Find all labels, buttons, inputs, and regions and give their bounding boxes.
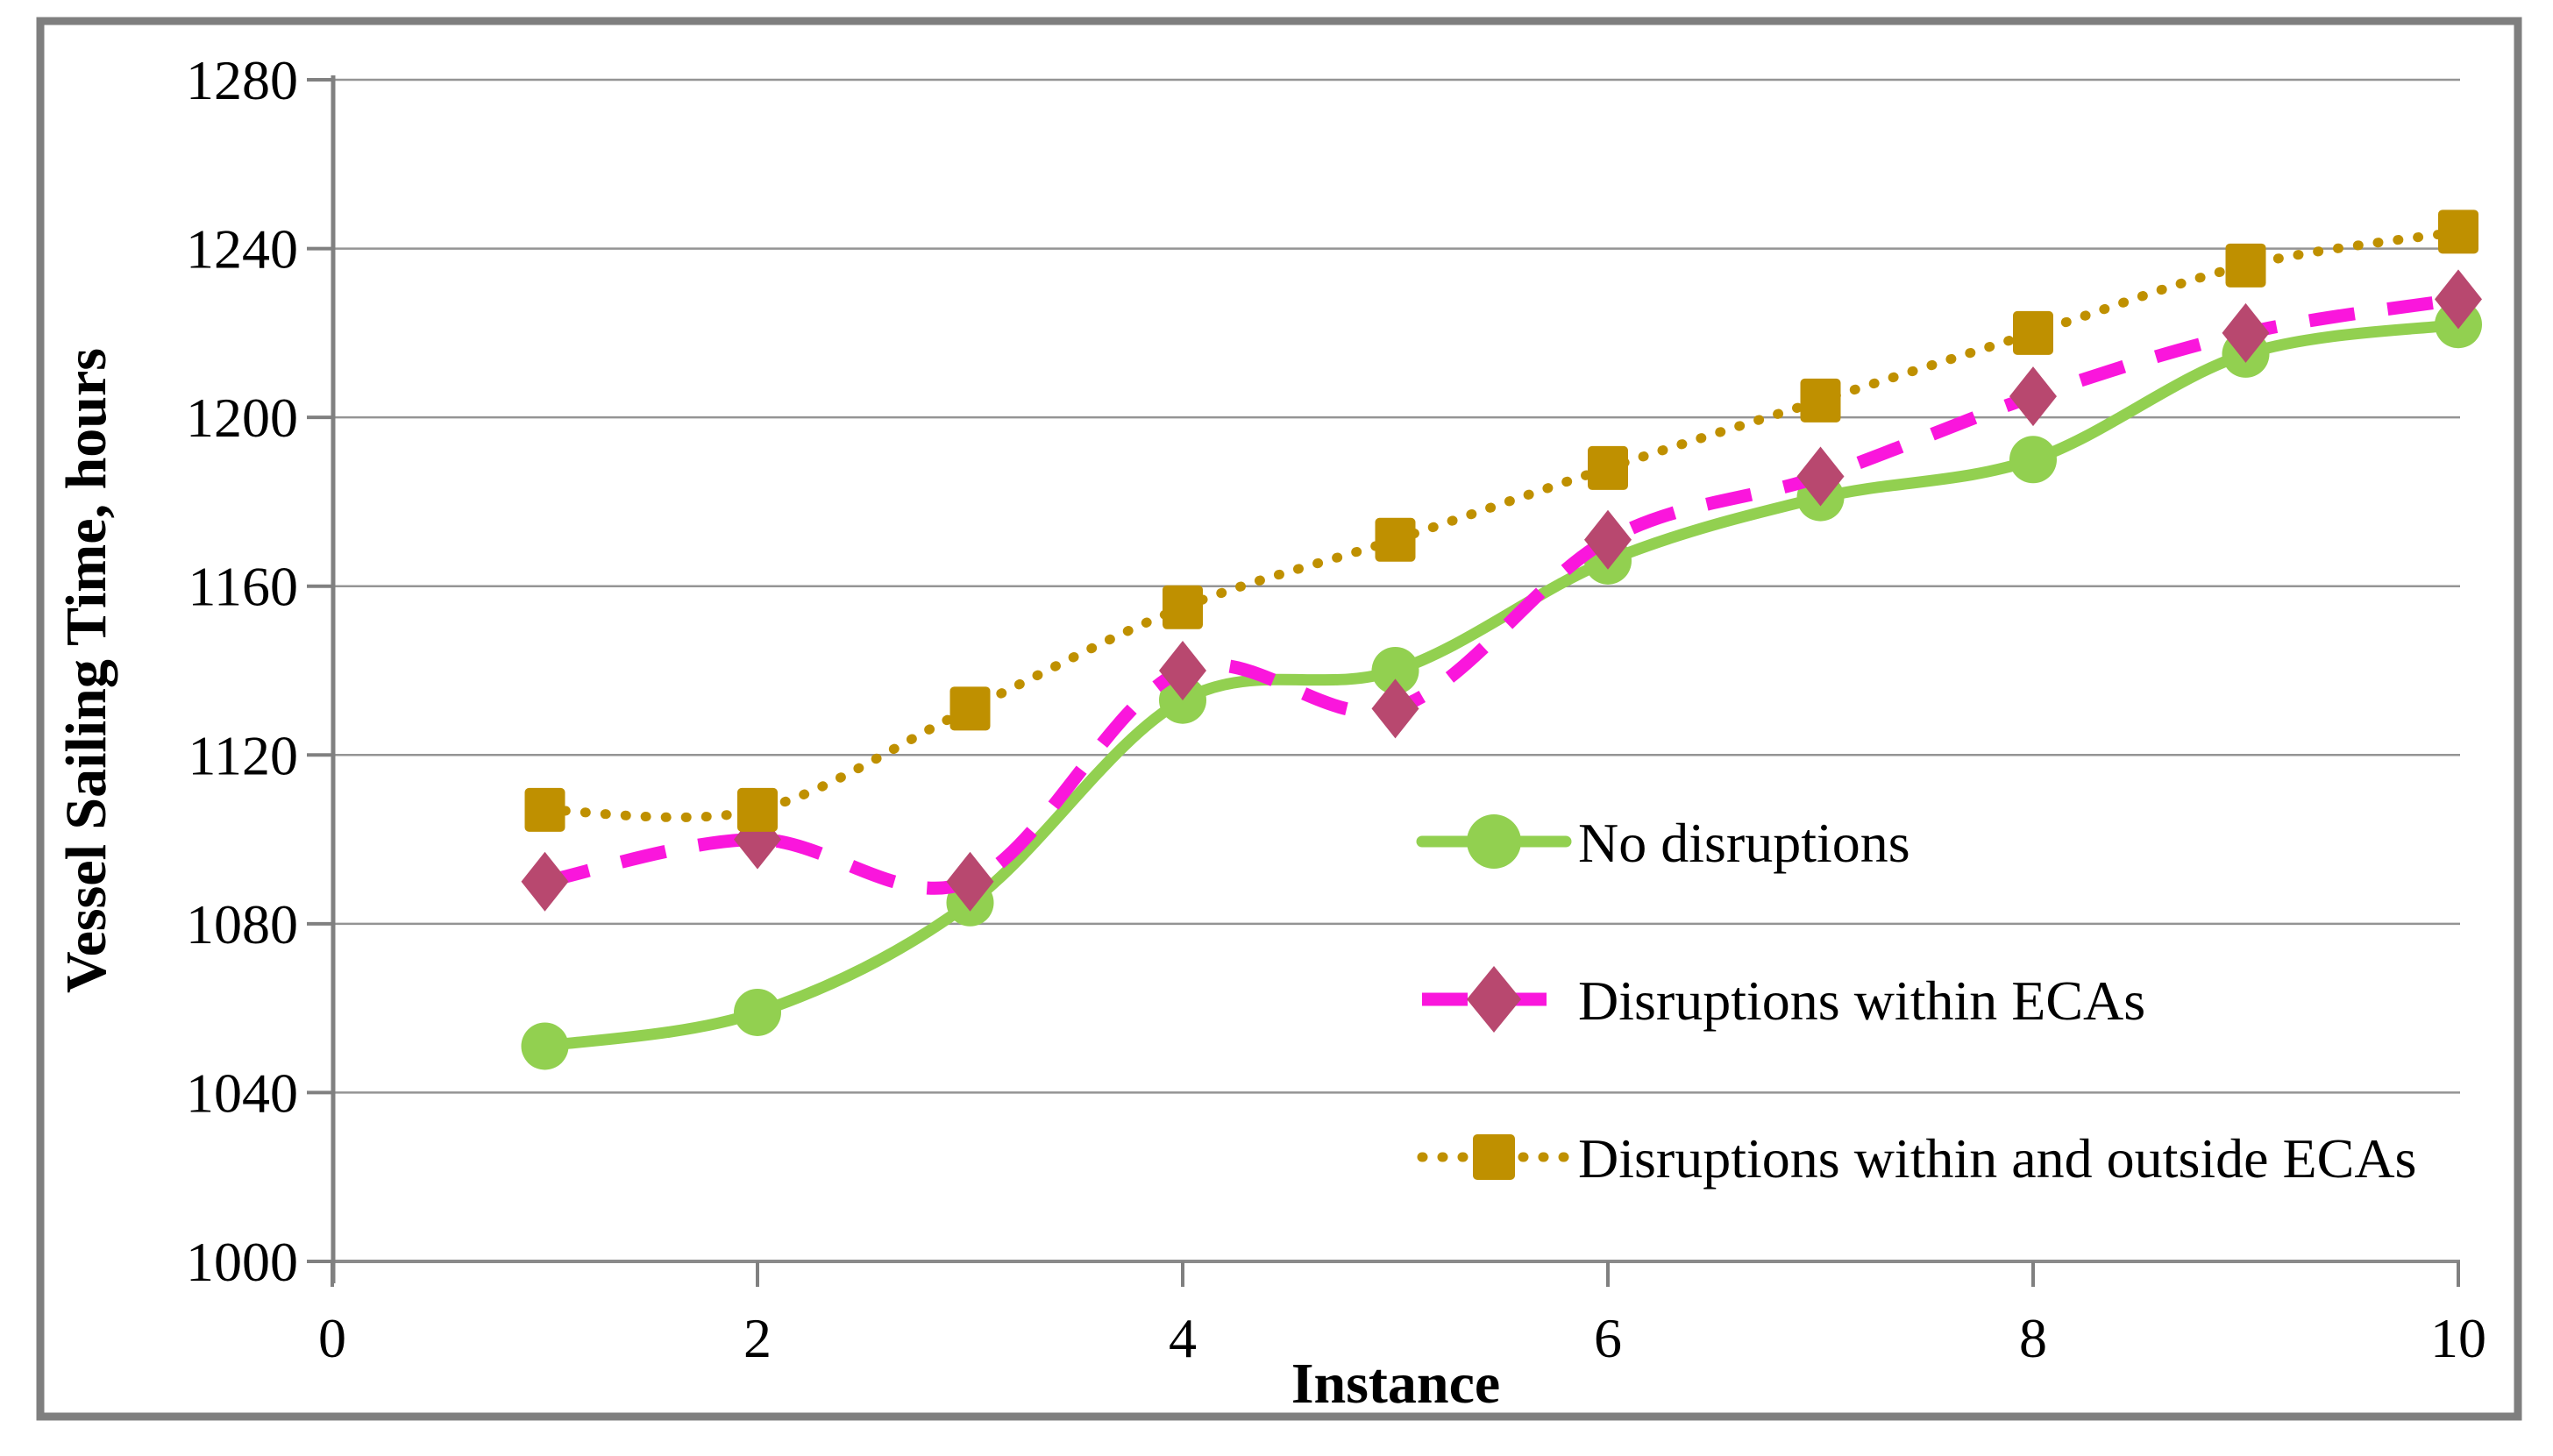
legend-square-marker-icon (1473, 1134, 1515, 1180)
x-tick-label: 4 (1169, 1307, 1197, 1369)
square-data-point-marker (524, 787, 565, 832)
square-data-point-marker (1163, 585, 1203, 629)
square-data-point-marker (2438, 210, 2478, 254)
diamond-data-point-marker (2009, 366, 2057, 427)
series-square (524, 210, 2478, 832)
y-tick-label: 1000 (186, 1231, 298, 1293)
x-tick-labels: 0 2 4 6 8 10 (318, 1307, 2486, 1369)
circle-data-point-marker (734, 988, 781, 1036)
y-tick-label: 1080 (186, 893, 298, 955)
gridlines (333, 78, 2460, 1094)
legend-item-disruptions-within-ecas: Disruptions within ECAs (1422, 966, 2145, 1033)
x-tick-label: 8 (2019, 1307, 2047, 1369)
y-axis-ticks (307, 78, 334, 1263)
series-line-dotted (540, 226, 2464, 822)
legend-label: Disruptions within ECAs (1578, 969, 2145, 1032)
chart-frame-border (36, 17, 2522, 1421)
x-tick-label: 2 (743, 1307, 772, 1369)
x-tick-label: 6 (1594, 1307, 1622, 1369)
diamond-data-point-marker (1584, 509, 1632, 570)
legend-circle-marker-icon (1467, 814, 1521, 869)
series-line-solid (539, 318, 2464, 1052)
legend-diamond-marker-icon (1467, 966, 1521, 1033)
y-tick-label: 1280 (186, 49, 298, 111)
x-axis-ticks (331, 1261, 2460, 1287)
series-line-dashed (544, 292, 2460, 895)
legend-label: Disruptions within and outside ECAs (1578, 1127, 2416, 1190)
series-layer (521, 210, 2482, 1070)
square-data-point-marker (949, 686, 991, 731)
y-tick-label: 1240 (186, 218, 298, 281)
legend-item-no-disruptions: No disruptions (1416, 812, 1910, 874)
circle-data-point-marker (1371, 647, 1419, 694)
diamond-data-point-marker (1796, 446, 1845, 507)
y-tick-label: 1040 (186, 1062, 298, 1124)
series-diamond (521, 269, 2482, 912)
legend: No disruptions Disruptions within ECAs D… (1416, 812, 2416, 1190)
circle-data-point-marker (2009, 436, 2057, 484)
y-tick-label: 1120 (188, 724, 298, 786)
square-data-point-marker (2225, 243, 2266, 288)
x-axis-title: Instance (1291, 1352, 1500, 1416)
square-data-point-marker (1375, 517, 1416, 562)
diamond-data-point-marker (521, 851, 569, 912)
diamond-data-point-marker (946, 851, 994, 912)
circle-data-point-marker (521, 1022, 569, 1070)
y-tick-labels: 1280 1240 1200 1160 1120 1080 1040 1000 (186, 49, 298, 1293)
x-tick-label: 10 (2430, 1307, 2486, 1369)
square-data-point-marker (1588, 445, 1628, 490)
diamond-data-point-marker (2222, 302, 2270, 363)
square-data-point-marker (1800, 378, 1841, 423)
legend-item-disruptions-within-and-outside-ecas: Disruptions within and outside ECAs (1417, 1127, 2416, 1190)
diamond-data-point-marker (1371, 678, 1419, 739)
diamond-data-point-marker (2435, 269, 2482, 330)
y-axis-title: Vessel Sailing Time, hours (54, 348, 118, 993)
square-data-point-marker (737, 787, 778, 832)
y-tick-label: 1160 (188, 556, 298, 618)
x-tick-label: 0 (318, 1307, 346, 1369)
legend-label: No disruptions (1578, 812, 1910, 874)
square-data-point-marker (2013, 310, 2053, 355)
y-tick-label: 1200 (186, 387, 298, 449)
diamond-data-point-marker (1159, 641, 1206, 700)
